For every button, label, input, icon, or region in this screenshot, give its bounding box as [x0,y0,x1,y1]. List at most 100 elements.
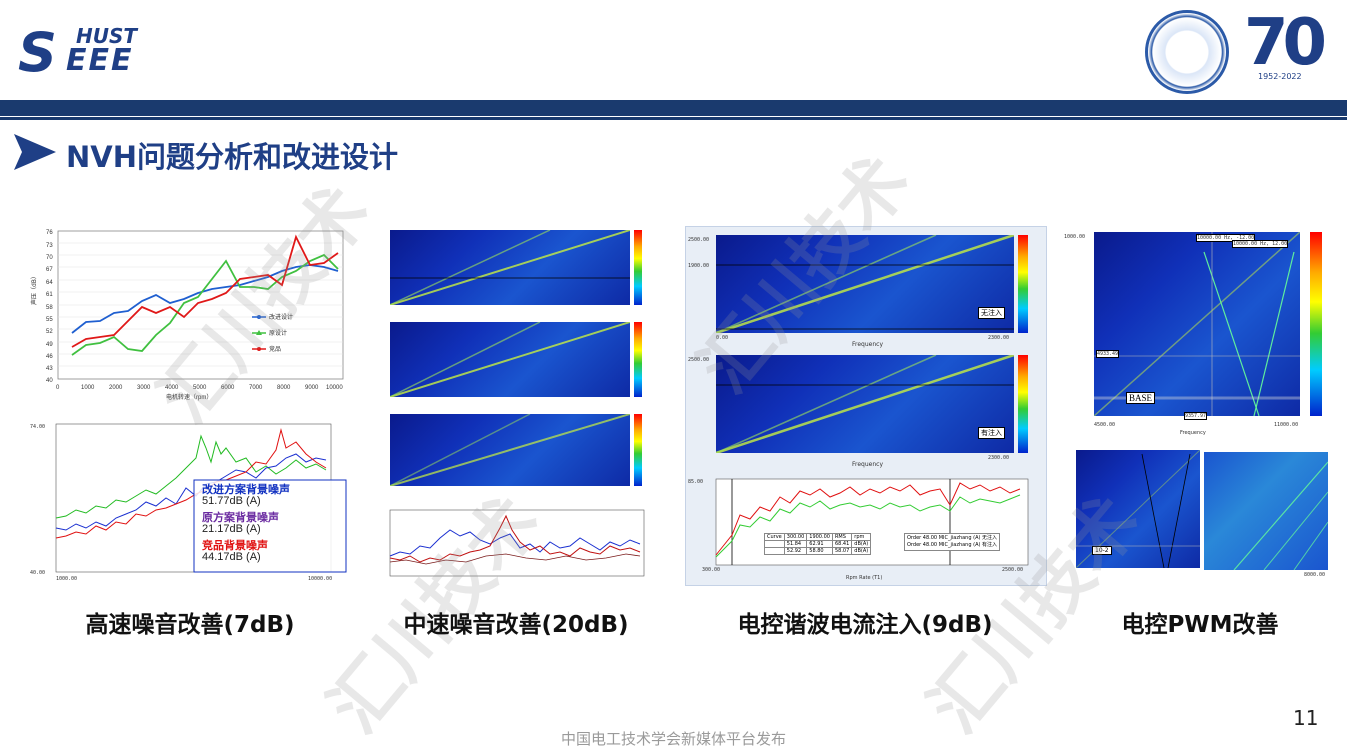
harmonic-bottom-tag: 有注入 [978,427,1005,439]
caption-pwm: 电控PWM改善 [1121,612,1279,638]
pwm-readout-left: 10000.00 Hz, -12.00 [1196,234,1256,242]
title-chevron-icon [14,134,56,170]
caption-high-speed: 高速噪音改善(7dB) [85,612,295,638]
svg-text:49: 49 [46,342,53,348]
svg-text:73: 73 [46,243,53,249]
svg-text:1000: 1000 [81,385,95,391]
logo-eee-text: EEE [66,43,134,78]
caption-harmonic: 电控谐波电流注入(9dB) [737,612,993,638]
order-x-left: 300.00 [702,567,721,573]
logo-letter-s: S [18,21,57,84]
pwm-x-right: 11000.00 [1274,422,1299,428]
logo-hust-text: HUST [76,24,138,48]
harmonic-bottom-x-right: 2300.00 [988,455,1010,461]
x-axis-label: 电机转速（rpm） [166,393,212,401]
anniversary-number: 70 [1244,6,1327,80]
header-divider-thin [0,117,1347,120]
noise-y-bottom: 40.00 [30,570,45,576]
harmonic-top-x-right: 2300.00 [988,335,1010,341]
svg-text:5000: 5000 [193,385,207,391]
legend-original: 原设计 [269,329,287,337]
svg-text:70: 70 [46,255,53,261]
svg-text:2000: 2000 [109,385,123,391]
svg-text:43: 43 [46,366,53,372]
harmonic-bottom-y-max: 2500.00 [688,357,710,363]
pwm-spectrogram-small-right [1204,452,1328,570]
svg-text:61: 61 [46,292,53,298]
svg-text:0: 0 [56,385,60,391]
y-axis-label: 声压（dB） [30,273,38,305]
svg-text:52: 52 [46,329,53,335]
legend-improved: 改进设计 [269,313,293,321]
harmonic-top-tag: 无注入 [978,307,1005,319]
pwm-x-left: 4500.00 [1094,422,1116,428]
svg-text:6000: 6000 [221,385,235,391]
order-legend: Order 48.00 MIC_jiazhang (A) 无注入 Order 4… [904,533,1001,551]
pwm-y-marker: 4933.49 [1096,350,1120,358]
footer-text: 中国电工技术学会新媒体平台发布 [560,730,786,748]
pwm-panel: 1000.00 4933.49 10000.00 Hz, -12.00 1000… [1062,226,1344,580]
svg-text:10000: 10000 [326,385,343,391]
pwm-small-right-label: 8000.00 [1304,572,1326,578]
svg-text:46: 46 [46,354,53,360]
order-x-right: 2500.00 [1002,567,1024,573]
svg-text:4000: 4000 [165,385,179,391]
pwm-spectrogram-main [1094,232,1300,416]
school-seal-logo [1145,10,1229,94]
harmonic-order-chart [715,478,1029,566]
svg-text:40: 40 [46,378,53,384]
mid-order-line-chart [389,509,645,577]
harmonic-top-y-max: 2500.00 [688,237,710,243]
pwm-xlabel: Frequency [1180,430,1206,436]
legend-competitor: 竞品 [269,345,281,353]
noise-legend-competitor: 竞品背景噪声 [202,540,268,552]
noise-x-left: 1000.00 [56,576,77,582]
harmonic-top-y-mid: 1900.00 [688,263,710,269]
anniversary-years: 1952-2022 [1258,72,1302,81]
svg-text:7000: 7000 [249,385,263,391]
pwm-y-max: 1000.00 [1064,234,1086,240]
noise-y-top: 74.00 [30,424,45,430]
pwm-small-left-tag: 10-2 [1092,546,1112,555]
noise-legend-improved: 改进方案背景噪声 [202,484,290,496]
harmonic-top-x-left: 0.00 [716,335,729,341]
harmonic-bottom-xlabel: Frequency [852,461,883,468]
harmonic-spectrogram-top [716,235,1014,333]
svg-text:9000: 9000 [305,385,319,391]
page-title: NVH问题分析和改进设计 [66,140,398,174]
harmonic-injection-panel: 2500.00 1900.00 0.00 2300.00 Frequency 无… [685,226,1047,586]
table-row: 51.84 62.91 68.41 dB(A) [764,540,872,548]
harmonic-top-xlabel: Frequency [852,341,883,348]
caption-mid-speed: 中速噪音改善(20dB) [403,612,629,638]
pwm-readout-right: 10000.00 Hz, 12.00 [1232,240,1289,248]
mid-spectrogram-3 [390,414,630,486]
high-speed-noise-chart: 74.00 40.00 1000.00 10000.00 改进方案背景噪声 51… [26,418,348,584]
svg-text:55: 55 [46,317,53,323]
noise-legend-improved-value: 51.77dB (A) [202,495,261,507]
pwm-x-marker: 9357.97 [1184,412,1208,420]
noise-legend-original: 原方案背景噪声 [202,512,279,524]
mid-spectrogram-1 [390,230,630,305]
svg-text:8000: 8000 [277,385,291,391]
order-rms-table: Curve 300.00 1900.00 RMS rpm 51.84 62.91… [764,533,872,555]
svg-text:3000: 3000 [137,385,151,391]
high-speed-line-chart: 76 73 70 67 64 61 58 55 52 49 46 43 40 0 1000 2000… [26,225,346,405]
page-number: 11 [1293,706,1319,730]
svg-text:64: 64 [46,280,53,286]
svg-text:67: 67 [46,267,53,273]
noise-legend-competitor-value: 44.17dB (A) [202,551,261,563]
table-row: Curve 300.00 1900.00 RMS rpm [764,533,872,541]
order-y-top: 85.00 [688,479,704,485]
svg-text:58: 58 [46,305,53,311]
mid-spectrogram-2 [390,322,630,397]
noise-legend-original-value: 21.17dB (A) [202,523,261,535]
order-xlabel: Rpm Rate (T1) [846,575,883,581]
header-divider-bar [0,100,1347,116]
mid-speed-spectrogram-stack [372,222,660,582]
harmonic-spectrogram-bottom [716,355,1014,453]
svg-text:76: 76 [46,230,53,236]
anniversary-logo: 70 1952-2022 [1240,6,1334,98]
table-row: 52.92 58.80 58.07 dB(A) [764,547,872,555]
noise-x-right: 10000.00 [308,576,332,582]
pwm-base-tag: BASE [1126,392,1156,404]
